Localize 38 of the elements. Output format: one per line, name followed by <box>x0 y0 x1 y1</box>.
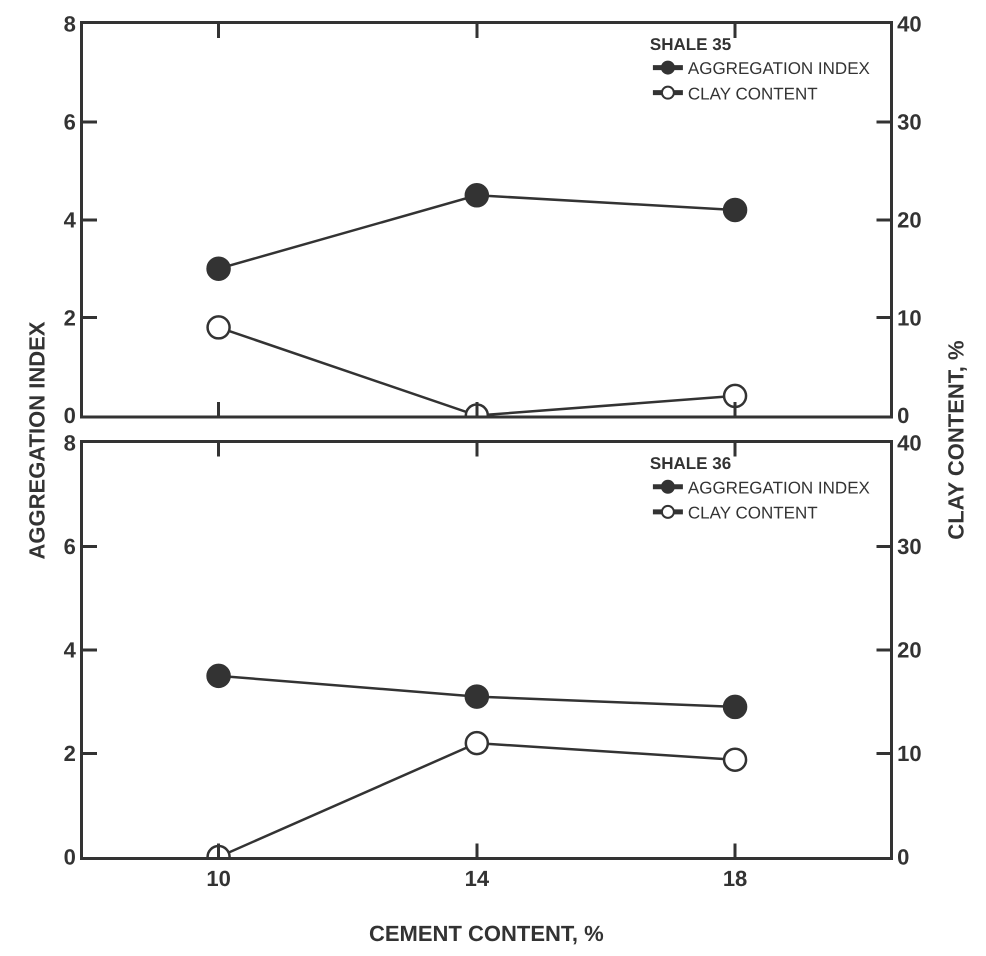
y-tick-label: 8 <box>64 12 76 37</box>
y-tick-label: 8 <box>64 430 76 456</box>
legend-label: CLAY CONTENT <box>688 504 818 523</box>
point <box>722 694 748 720</box>
y-tick-label: 6 <box>64 534 76 560</box>
y2-tick-label: 0 <box>897 403 910 428</box>
y-tick-label: 0 <box>64 844 76 870</box>
legend-title: SHALE 35 <box>650 35 732 54</box>
point <box>722 198 748 222</box>
y2-tick-label: 10 <box>897 305 922 330</box>
point <box>464 183 490 208</box>
y-tick-label: 2 <box>64 741 76 766</box>
y-tick-label: 0 <box>64 403 76 428</box>
y-tick-label: 6 <box>64 110 76 135</box>
point <box>206 256 231 281</box>
legend-label: CLAY CONTENT <box>688 84 818 104</box>
y-axis-title: AGGREGATION INDEX <box>24 321 50 560</box>
legend-label: AGGREGATION INDEX <box>688 59 870 78</box>
y2-tick-label: 0 <box>897 844 910 870</box>
y2-tick-label: 30 <box>897 534 922 560</box>
legend-label: AGGREGATION INDEX <box>688 478 870 498</box>
y2-tick-label: 20 <box>897 207 922 232</box>
y2-axis-title: CLAY CONTENT, % <box>944 340 969 540</box>
y2-tick-label: 40 <box>897 12 922 37</box>
y-tick-label: 4 <box>64 638 77 663</box>
x-tick-label: 14 <box>464 866 490 892</box>
x-axis-title: CEMENT CONTENT, % <box>369 921 604 946</box>
point <box>206 664 231 688</box>
y2-tick-label: 20 <box>897 638 922 663</box>
point <box>464 684 490 709</box>
x-tick-label: 18 <box>722 866 748 892</box>
legend-title: SHALE 36 <box>650 454 732 474</box>
y2-tick-label: 30 <box>897 110 922 135</box>
y2-tick-label: 40 <box>897 430 922 456</box>
y2-tick-label: 10 <box>897 741 922 766</box>
y-tick-label: 4 <box>64 207 77 232</box>
x-tick-label: 10 <box>206 866 231 892</box>
y-tick-label: 2 <box>64 305 76 330</box>
